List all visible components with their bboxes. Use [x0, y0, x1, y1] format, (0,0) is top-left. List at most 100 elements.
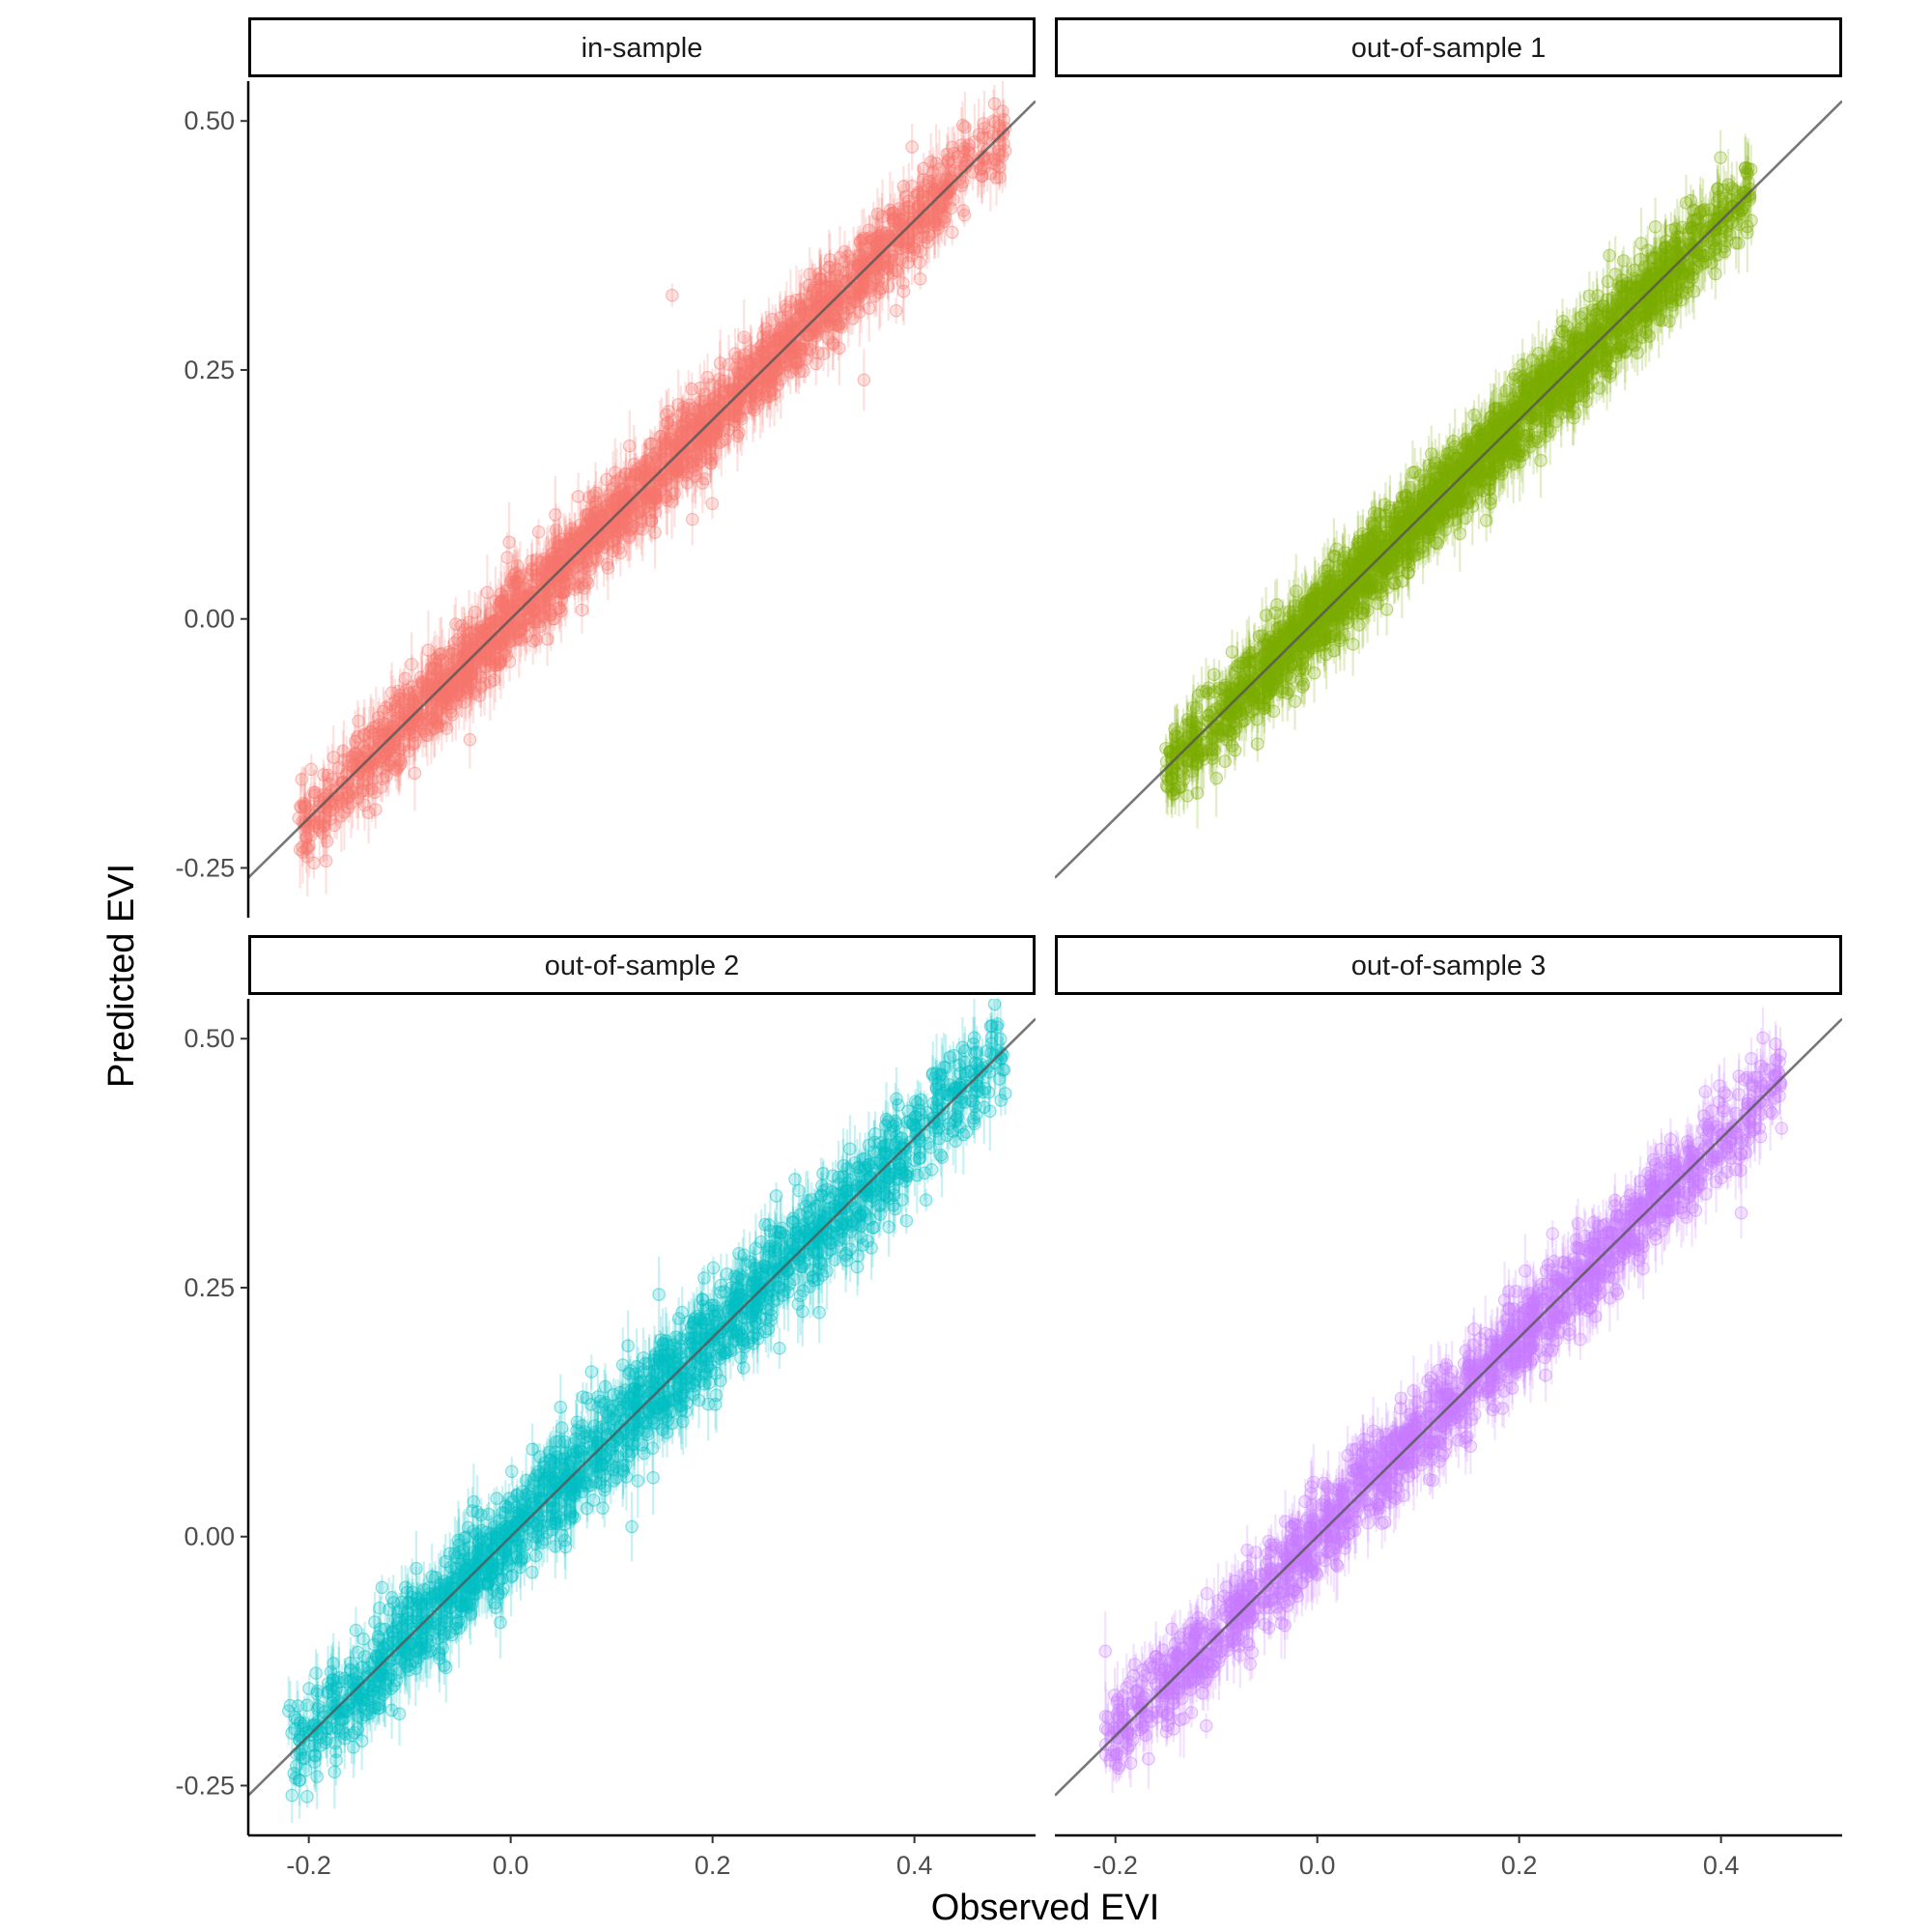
data-point	[587, 541, 602, 555]
data-point	[854, 254, 867, 269]
data-point	[545, 560, 559, 574]
data-point	[683, 448, 696, 463]
y-tick-label: 0.00	[184, 605, 235, 634]
data-point	[474, 680, 488, 694]
data-point	[532, 596, 547, 611]
data-point	[730, 397, 744, 412]
data-point	[887, 213, 900, 228]
data-point	[901, 233, 915, 247]
data-point	[495, 594, 508, 608]
data-point	[509, 566, 523, 581]
data-point	[469, 637, 483, 650]
facet-label: in-sample	[582, 33, 703, 64]
data-point	[875, 225, 889, 240]
data-point	[408, 736, 422, 750]
data-point	[779, 338, 793, 353]
data-point	[509, 591, 524, 606]
data-point	[407, 694, 420, 708]
plot-area	[248, 81, 1036, 896]
data-point	[889, 303, 903, 318]
data-point	[654, 478, 668, 492]
data-point	[337, 805, 352, 819]
data-point	[709, 426, 724, 440]
data-point	[500, 601, 514, 615]
data-point	[611, 525, 625, 538]
data-point	[622, 475, 637, 489]
data-point	[548, 550, 562, 564]
data-point	[766, 366, 781, 380]
data-point	[408, 766, 422, 781]
data-point	[816, 319, 830, 333]
data-point	[462, 651, 476, 665]
data-point	[813, 282, 828, 296]
data-point	[478, 622, 492, 637]
data-point	[988, 115, 1003, 129]
data-point	[385, 703, 400, 718]
data-point	[703, 435, 718, 449]
data-point	[464, 677, 478, 692]
data-point	[940, 147, 954, 161]
data-point	[768, 333, 782, 348]
data-point	[922, 203, 936, 217]
data-point	[665, 467, 678, 481]
data-point	[470, 623, 484, 637]
data-point	[866, 276, 880, 291]
data-point	[740, 381, 753, 395]
data-point	[717, 384, 731, 398]
data-point	[905, 140, 919, 154]
data-point	[773, 311, 787, 325]
y-tick-label: 0.25	[184, 355, 235, 384]
data-point	[362, 736, 376, 751]
data-point	[575, 557, 588, 572]
data-point	[620, 505, 635, 519]
data-point	[862, 301, 876, 315]
data-point	[319, 854, 333, 867]
data-point	[589, 486, 603, 500]
data-point	[870, 239, 884, 252]
data-point	[435, 694, 449, 707]
data-point	[456, 639, 470, 654]
data-point	[931, 201, 946, 214]
data-point	[487, 613, 501, 628]
data-point	[779, 298, 793, 313]
data-point	[644, 496, 658, 510]
data-point	[439, 690, 453, 704]
data-point	[491, 652, 505, 666]
data-point	[771, 378, 784, 392]
data-point	[546, 611, 560, 626]
data-point	[768, 359, 782, 373]
data-point	[854, 248, 867, 263]
data-point	[499, 629, 514, 643]
data-point	[316, 818, 330, 832]
data-point	[472, 689, 487, 703]
data-point	[530, 568, 545, 582]
data-point	[844, 285, 859, 299]
data-point	[510, 559, 525, 573]
data-point	[910, 188, 924, 202]
data-point	[399, 725, 413, 740]
data-point	[975, 150, 989, 163]
data-point	[639, 489, 653, 503]
data-point	[883, 253, 897, 267]
data-point	[945, 174, 958, 188]
data-point	[638, 460, 652, 474]
data-point	[807, 280, 821, 295]
data-point	[606, 482, 620, 496]
data-point	[552, 584, 566, 599]
data-point	[849, 295, 863, 308]
facet-strip: in-sample	[248, 17, 1036, 77]
data-point	[821, 319, 836, 333]
data-point	[783, 333, 797, 348]
data-point	[658, 438, 672, 451]
data-point	[958, 120, 972, 134]
data-point	[610, 494, 624, 507]
data-point	[425, 692, 440, 706]
data-point	[573, 570, 587, 584]
data-point	[932, 202, 947, 215]
data-point	[929, 156, 943, 171]
data-point	[450, 677, 465, 691]
data-point	[706, 398, 720, 412]
data-point	[875, 228, 889, 242]
data-point	[741, 355, 755, 369]
data-point	[730, 409, 745, 422]
